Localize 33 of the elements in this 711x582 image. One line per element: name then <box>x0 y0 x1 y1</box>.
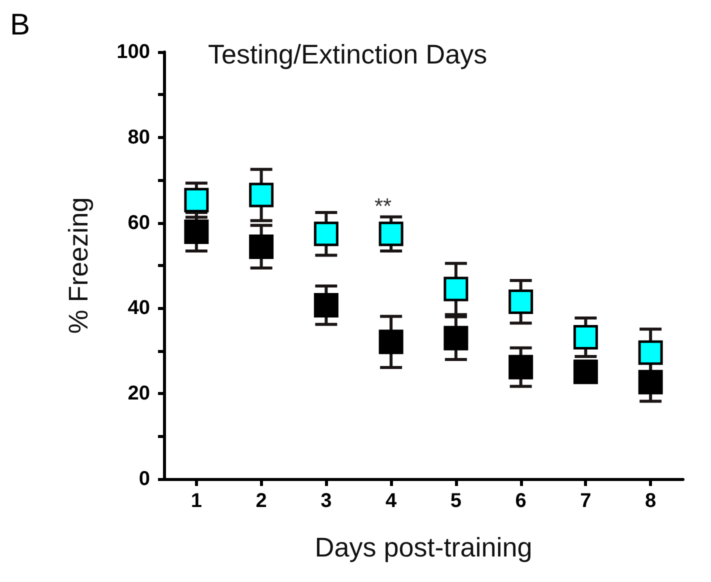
x-tick-label: 2 <box>256 490 267 512</box>
point <box>184 220 209 244</box>
point <box>444 276 468 302</box>
x-tick-label: 5 <box>450 490 462 512</box>
text: B <box>10 8 30 42</box>
y-tick-label: 60 <box>128 212 150 234</box>
x-axis-title: Days post-training <box>314 532 532 562</box>
y-axis-title: % Freezing <box>64 197 94 334</box>
point <box>314 292 338 318</box>
point <box>314 222 338 246</box>
y-tick-label: 40 <box>128 297 150 320</box>
x-tick-label: 1 <box>190 490 202 512</box>
point <box>508 354 534 380</box>
point <box>378 222 404 246</box>
y-tick-label: 20 <box>128 382 150 405</box>
x-tick-label: 8 <box>645 490 656 512</box>
point <box>638 340 663 365</box>
point <box>638 370 663 394</box>
chart-title: Testing/Extinction Days <box>208 40 488 70</box>
annotation: ** <box>374 194 392 218</box>
x-tick-label: 4 <box>386 490 398 512</box>
y-tick-label: 80 <box>128 126 150 148</box>
x-tick-label: 6 <box>515 490 526 512</box>
point <box>249 234 274 259</box>
x-tick-label: 7 <box>580 490 592 512</box>
point <box>444 326 468 350</box>
y-tick-label: 100 <box>116 41 150 63</box>
x-tick-label: 3 <box>320 490 332 512</box>
point <box>508 290 534 314</box>
y-tick-label: 0 <box>138 468 150 490</box>
point <box>573 324 598 350</box>
point <box>378 330 404 354</box>
point <box>249 182 274 208</box>
